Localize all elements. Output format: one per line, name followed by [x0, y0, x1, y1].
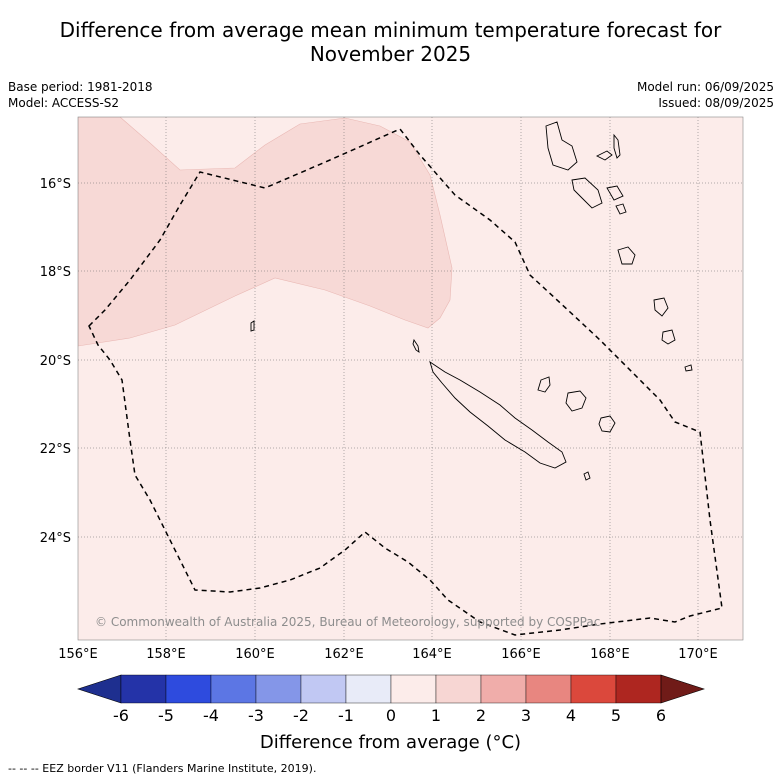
model-run: Model run: 06/09/2025	[636, 80, 774, 94]
lat-axis-labels: 16°S 18°S 20°S 22°S 24°S	[40, 177, 71, 546]
base-period: Base period: 1981-2018	[8, 80, 153, 94]
meta-left: Base period: 1981-2018 Model: ACCESS-S2	[8, 79, 153, 111]
eez-border	[88, 128, 723, 636]
chesterfield-islet	[250, 320, 255, 332]
map-frame	[77, 116, 744, 641]
lat-label-20s: 20°S	[40, 354, 71, 369]
lon-label-170e: 170°E	[678, 647, 718, 662]
lat-label-18s: 18°S	[40, 265, 71, 280]
colorbar-bin	[435, 674, 482, 704]
efate-island	[617, 246, 636, 265]
ouvea-island	[537, 376, 551, 393]
meta-right: Model run: 06/09/2025 Issued: 08/09/2025	[637, 79, 774, 111]
eez-legend-note: -- -- -- EEZ border V11 (Flanders Marine…	[8, 762, 317, 775]
lon-label-158e: 158°E	[146, 647, 186, 662]
colorbar-tick-label: -5	[158, 706, 174, 725]
colorbar-tick-label: 3	[521, 706, 531, 725]
lat-label-22s: 22°S	[40, 442, 71, 457]
colorbar-extend-low	[77, 674, 122, 704]
colorbar-bin	[165, 674, 212, 704]
colorbar-bin	[210, 674, 257, 704]
lon-label-168e: 168°E	[590, 647, 630, 662]
colorbar-bin	[120, 674, 167, 704]
colorbar-bin	[345, 674, 392, 704]
colorbar-tick-label: 0	[386, 706, 396, 725]
lon-label-160e: 160°E	[235, 647, 275, 662]
colorbar-bin	[615, 674, 662, 704]
copyright-notice: © Commonwealth of Australia 2025, Bureau…	[95, 615, 600, 629]
isle-of-pines	[583, 471, 591, 481]
colorbar-tick-label: 2	[476, 706, 486, 725]
colorbar-bin	[300, 674, 347, 704]
colorbar-tick-label: -1	[338, 706, 354, 725]
colorbar: -6 -5 -4 -3 -2 -1 0 1 2 3 4 5 6	[77, 674, 705, 725]
erromango-island	[653, 297, 669, 317]
colorbar-bin	[255, 674, 302, 704]
ambae-island	[595, 150, 613, 161]
lon-label-164e: 164°E	[412, 647, 452, 662]
colorbar-tick-label: 5	[611, 706, 621, 725]
new-caledonia-island	[429, 360, 567, 469]
new-caledonia-north-island	[412, 338, 420, 353]
colorbar-tick-label: 1	[431, 706, 441, 725]
colorbar-tick-label: -6	[113, 706, 129, 725]
model-name: Model: ACCESS-S2	[8, 96, 120, 110]
colorbar-title: Difference from average (°C)	[259, 732, 522, 753]
lon-axis-labels: 156°E 158°E 160°E 162°E 164°E 166°E 168°…	[58, 647, 718, 662]
colorbar-bin	[525, 674, 572, 704]
tanna-island	[661, 329, 676, 345]
malakula-island	[571, 177, 603, 209]
colorbar-bin	[390, 674, 437, 704]
lon-label-166e: 166°E	[501, 647, 541, 662]
pentecost-island	[606, 185, 624, 201]
warm-anomaly-region	[78, 117, 453, 347]
lon-label-162e: 162°E	[324, 647, 364, 662]
colorbar-extend-high	[660, 674, 705, 704]
colorbar-tick-label: -2	[293, 706, 309, 725]
lat-label-24s: 24°S	[40, 531, 71, 546]
lon-label-156e: 156°E	[58, 647, 98, 662]
title-line-2: November 2025	[309, 42, 472, 66]
chart-title: Difference from average mean minimum tem…	[0, 18, 781, 66]
colorbar-tick-label: 6	[656, 706, 666, 725]
lifou-island	[565, 390, 587, 412]
colorbar-bin	[480, 674, 527, 704]
aneityum-island	[684, 364, 693, 372]
colorbar-bin	[570, 674, 617, 704]
epi-island	[615, 203, 627, 215]
maewo-island	[613, 133, 621, 159]
colorbar-tick-label: 4	[566, 706, 576, 725]
graticule	[78, 117, 743, 640]
coastlines	[250, 121, 693, 481]
colorbar-tick-label: -4	[203, 706, 219, 725]
espiritu-santo-island	[545, 121, 578, 171]
title-line-1: Difference from average mean minimum tem…	[59, 18, 722, 42]
issued-date: Issued: 08/09/2025	[658, 96, 774, 110]
lat-label-16s: 16°S	[40, 177, 71, 192]
colorbar-tick-label: -3	[248, 706, 264, 725]
mare-island	[598, 415, 616, 433]
